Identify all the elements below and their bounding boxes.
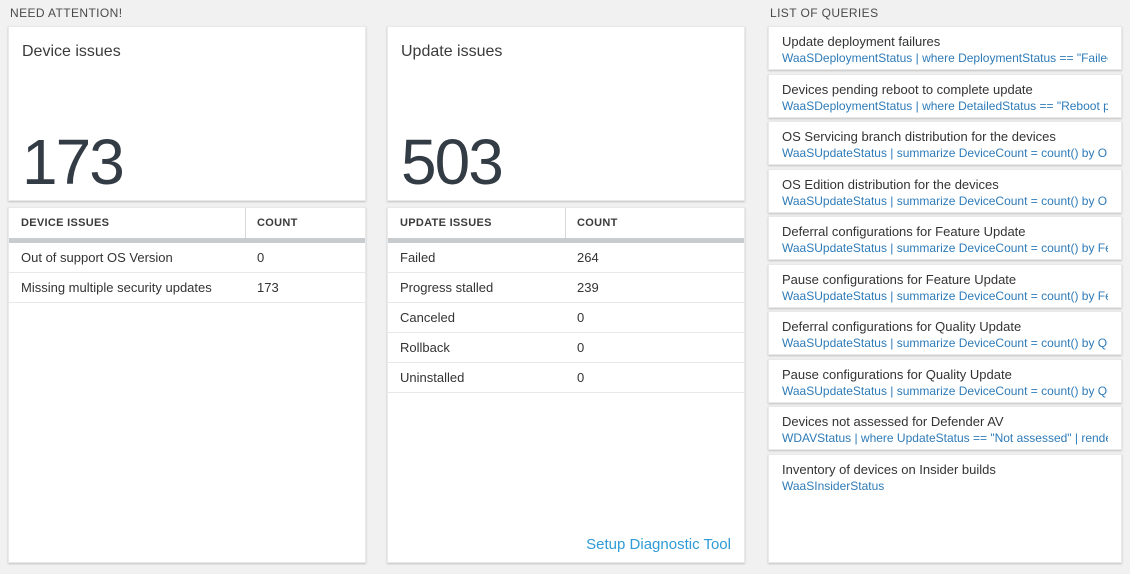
query-title: Devices pending reboot to complete updat… (782, 81, 1033, 97)
row-count: 0 (577, 370, 585, 385)
row-label: Canceled (400, 310, 455, 325)
query-list: Update deployment failures WaaSDeploymen… (768, 26, 1122, 563)
query-title: Deferral configurations for Quality Upda… (782, 319, 1022, 334)
query-text: WaaSUpdateStatus | summarize DeviceCount… (782, 193, 1108, 208)
row-count: 0 (577, 340, 585, 355)
column-header-update-issues: UPDATE ISSUES (388, 208, 566, 238)
query-title: Devices not assessed for Defender AV (782, 414, 1004, 429)
query-title: Deferral configurations for Feature Upda… (782, 224, 1026, 239)
table-row[interactable]: Failed 264 (388, 243, 744, 273)
table-header-divider (388, 238, 744, 243)
update-issues-table: UPDATE ISSUES COUNT Failed 264 Progress … (387, 207, 745, 563)
device-issues-card[interactable]: Device issues 173 (8, 26, 366, 201)
row-count: 239 (577, 280, 599, 295)
query-text: WaaSUpdateStatus | summarize DeviceCount… (782, 241, 1108, 255)
row-count: 173 (257, 280, 279, 295)
query-text: WaaSInsiderStatus (782, 478, 885, 493)
row-count: 0 (577, 310, 585, 325)
table-row[interactable]: Out of support OS Version 0 (9, 243, 365, 273)
need-attention-section-label: NEED ATTENTION! (10, 6, 123, 20)
device-issues-table: DEVICE ISSUES COUNT Out of support OS Ve… (8, 207, 366, 563)
query-item[interactable]: OS Servicing branch distribution for the… (768, 121, 1122, 165)
query-item[interactable]: Devices pending reboot to complete updat… (768, 73, 1122, 118)
query-title: Inventory of devices on Insider builds (782, 461, 996, 477)
row-label: Uninstalled (400, 370, 465, 385)
column-header-count: COUNT (257, 217, 298, 229)
device-issues-column: NEED ATTENTION! Device issues 173 DEVICE… (8, 0, 366, 574)
row-label: Progress stalled (400, 280, 494, 295)
queries-column: LIST OF QUERIES Update deployment failur… (768, 0, 1122, 574)
query-item[interactable]: Deferral configurations for Quality Upda… (768, 311, 1122, 355)
query-text: WaaSDeploymentStatus | where DeploymentS… (782, 51, 1108, 65)
update-issues-card-title: Update issues (401, 43, 503, 60)
query-title: Pause configurations for Feature Update (782, 271, 1017, 287)
row-label: Rollback (400, 340, 450, 355)
query-item[interactable]: Update deployment failures WaaSDeploymen… (768, 26, 1122, 70)
query-title: Pause configurations for Quality Update (782, 366, 1012, 382)
query-text: WaaSUpdateStatus | summarize DeviceCount… (782, 288, 1108, 303)
column-header-count: COUNT (577, 217, 618, 229)
table-row[interactable]: Uninstalled 0 (388, 363, 744, 393)
device-issues-count: 173 (22, 126, 125, 198)
query-item[interactable]: Deferral configurations for Feature Upda… (768, 216, 1122, 260)
table-row[interactable]: Rollback 0 (388, 333, 744, 363)
query-item[interactable]: OS Edition distribution for the devices … (768, 168, 1122, 213)
query-item[interactable]: Devices not assessed for Defender AV WDA… (768, 406, 1122, 450)
query-text: WaaSDeploymentStatus | where DetailedSta… (782, 98, 1108, 113)
list-of-queries-section-label: LIST OF QUERIES (770, 6, 879, 20)
query-title: OS Servicing branch distribution for the… (782, 129, 1056, 144)
query-text: WaaSUpdateStatus | summarize DeviceCount… (782, 146, 1108, 160)
table-row[interactable]: Missing multiple security updates 173 (9, 273, 365, 303)
row-label: Missing multiple security updates (21, 280, 212, 295)
column-header-device-issues: DEVICE ISSUES (9, 208, 246, 238)
query-text: WaaSUpdateStatus | summarize DeviceCount… (782, 336, 1108, 350)
table-header-divider (9, 238, 365, 243)
update-issues-table-header: UPDATE ISSUES COUNT (388, 208, 744, 238)
update-issues-card[interactable]: Update issues 503 (387, 26, 745, 201)
need-attention-section-label-spacer (387, 0, 745, 26)
query-text: WaaSUpdateStatus | summarize DeviceCount… (782, 383, 1108, 398)
row-label: Failed (400, 250, 436, 265)
row-label: Out of support OS Version (21, 250, 173, 265)
table-row[interactable]: Progress stalled 239 (388, 273, 744, 303)
query-title: Update deployment failures (782, 34, 941, 49)
query-item[interactable]: Inventory of devices on Insider builds W… (768, 453, 1122, 563)
update-issues-column: Update issues 503 UPDATE ISSUES COUNT Fa… (387, 0, 745, 574)
row-count: 264 (577, 250, 599, 265)
query-title: OS Edition distribution for the devices (782, 176, 999, 192)
row-count: 0 (257, 250, 265, 265)
setup-diagnostic-tool-link[interactable]: Setup Diagnostic Tool (586, 536, 731, 553)
table-row[interactable]: Canceled 0 (388, 303, 744, 333)
query-item[interactable]: Pause configurations for Feature Update … (768, 263, 1122, 308)
query-item[interactable]: Pause configurations for Quality Update … (768, 358, 1122, 403)
device-issues-card-title: Device issues (22, 43, 121, 60)
update-issues-count: 503 (401, 126, 504, 198)
device-issues-table-header: DEVICE ISSUES COUNT (9, 208, 365, 238)
query-text: WDAVStatus | where UpdateStatus == "Not … (782, 431, 1108, 445)
